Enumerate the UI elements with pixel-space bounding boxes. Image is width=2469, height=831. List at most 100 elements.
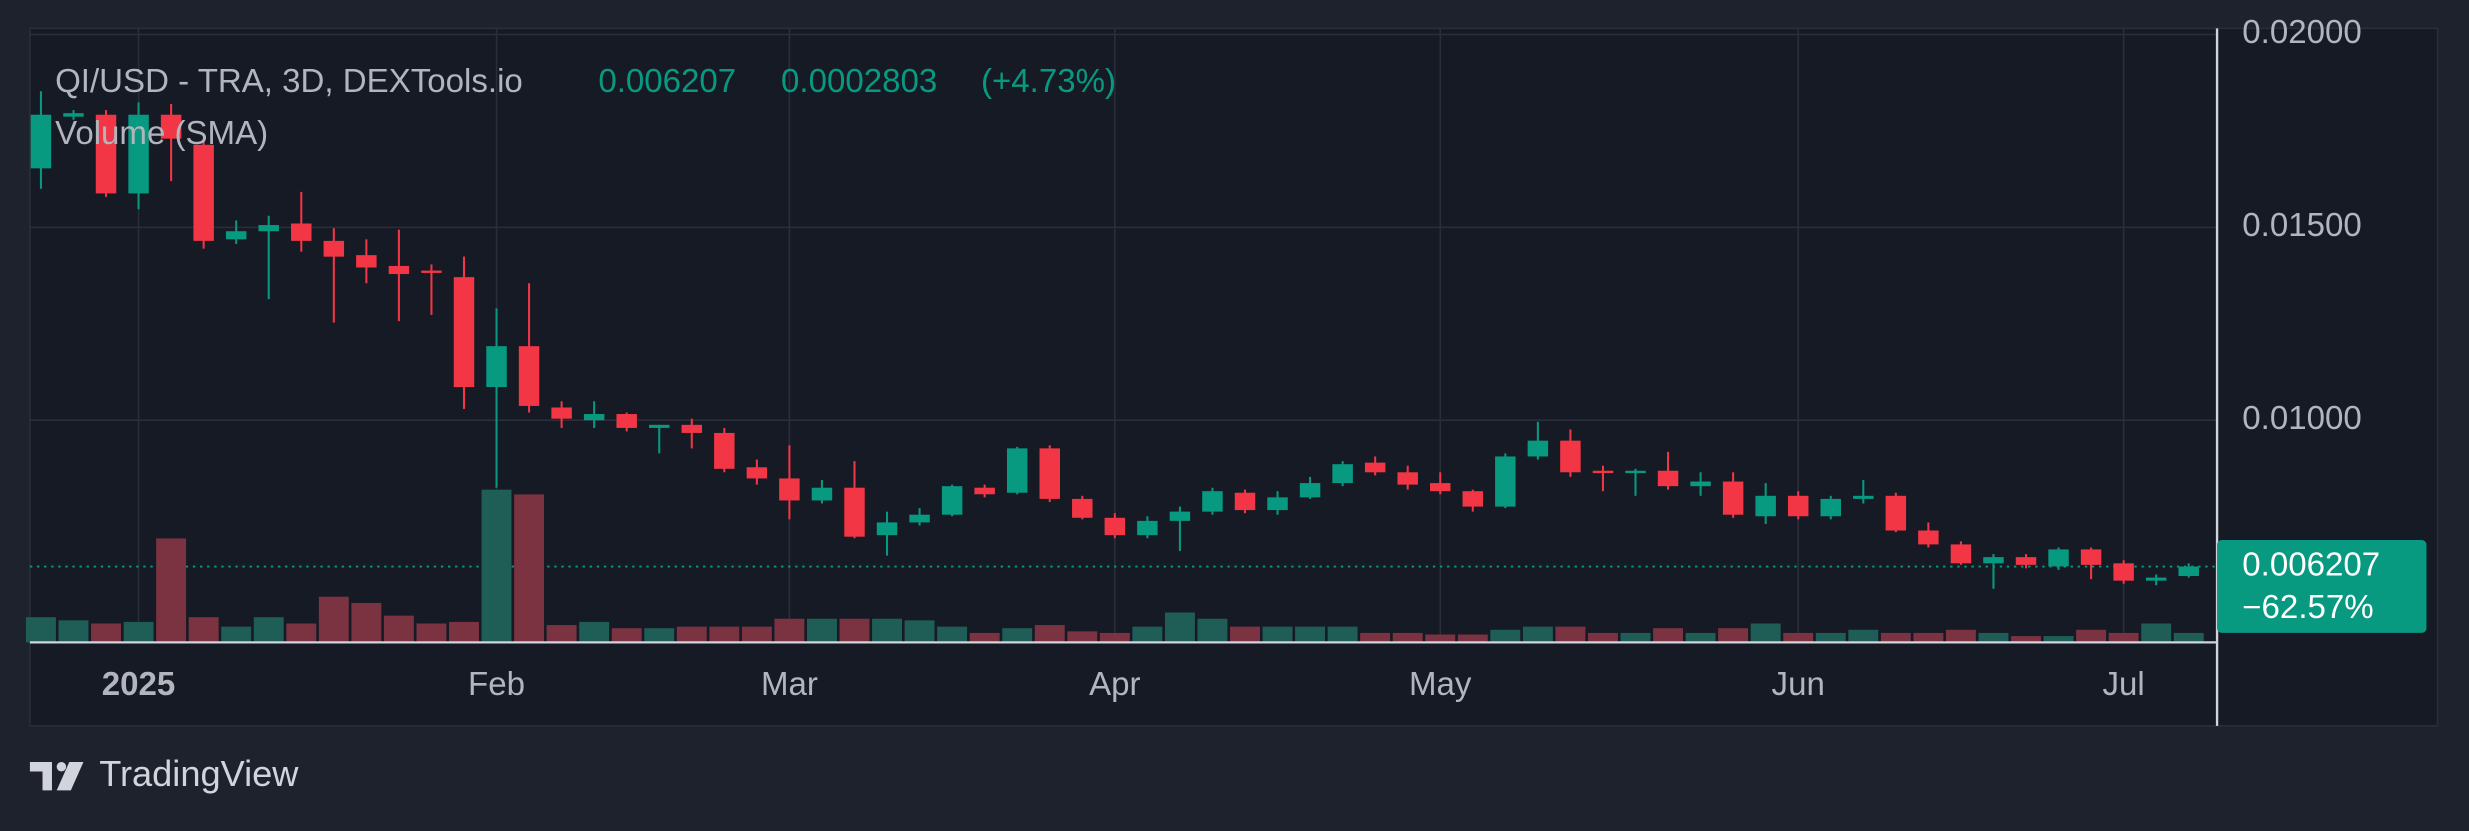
candle-body — [291, 223, 312, 241]
candle-body — [974, 487, 995, 495]
candle-body — [714, 432, 735, 469]
volume-bar — [416, 623, 447, 643]
volume-bar — [774, 618, 805, 643]
volume-bar — [872, 618, 902, 643]
candle-body — [323, 240, 345, 257]
volume-bar — [351, 603, 382, 643]
candle-body — [1495, 456, 1516, 507]
candle-body — [63, 113, 84, 117]
candle-body — [1202, 491, 1223, 512]
candle-body — [1983, 557, 2004, 564]
candle-body — [2048, 549, 2069, 567]
volume-bar — [1099, 632, 1130, 643]
volume-bar — [1002, 628, 1033, 643]
candle-body — [616, 414, 637, 428]
candle-body — [2015, 557, 2037, 565]
volume-bar — [969, 632, 1000, 643]
candle-body — [1137, 520, 1158, 536]
volume-bar — [904, 620, 935, 643]
volume-bar — [1327, 626, 1358, 643]
candle-body — [1657, 470, 1679, 487]
volume-layer — [25, 489, 2204, 643]
volume-bar — [2043, 636, 2074, 643]
volume-bar — [741, 626, 772, 643]
volume-bar — [1360, 632, 1391, 643]
candle-body — [95, 114, 117, 194]
volume-bar — [1718, 628, 1749, 643]
candle-body — [1039, 448, 1060, 499]
volume-bar — [123, 621, 154, 643]
change: 0.0002803 — [781, 63, 937, 100]
candle-body — [193, 144, 214, 241]
candle-body — [388, 265, 410, 275]
price-tag-box — [2217, 540, 2427, 633]
x-tick-label: Mar — [761, 666, 818, 703]
volume-bar — [1685, 632, 1716, 643]
volume-bar — [1750, 623, 1781, 643]
x-tick-label: Jul — [2103, 666, 2145, 703]
candle-body — [421, 270, 442, 273]
volume-bar — [514, 494, 545, 643]
candle-body — [1299, 483, 1321, 498]
volume-bar — [1230, 626, 1260, 643]
volume-bar — [1490, 629, 1521, 643]
volume-bar — [1620, 632, 1651, 643]
price-tag: 0.006207 −62.57% — [2217, 540, 2427, 633]
candle-body — [909, 514, 930, 523]
logo — [29, 762, 84, 791]
volume-bar — [2141, 623, 2172, 643]
candle-body — [844, 487, 865, 537]
y-tick-label: 0.02000 — [2242, 14, 2361, 51]
volume-bar — [1295, 626, 1326, 643]
candle-body — [876, 522, 898, 536]
candle-body — [583, 414, 605, 421]
volume-bar — [91, 623, 121, 643]
logo-dot — [56, 762, 67, 772]
volume-bar — [286, 623, 317, 643]
x-tick-label: 2025 — [102, 666, 176, 703]
candle-body — [2113, 563, 2134, 581]
candle-body — [1918, 530, 1939, 545]
candle-body — [1690, 481, 1711, 487]
volume-bar — [1913, 632, 1944, 643]
price-tag-percent: −62.57% — [2242, 589, 2373, 626]
volume-bar — [1555, 626, 1586, 643]
candle-body — [1006, 448, 1028, 493]
candle-body — [518, 346, 540, 406]
candle-body — [1625, 470, 1646, 474]
volume-bar — [383, 615, 414, 643]
candle-body — [1104, 517, 1126, 536]
volume-bar — [644, 628, 675, 643]
brand-name: TradingView — [99, 753, 299, 794]
volume-bar — [546, 625, 577, 643]
y-tick-label: 0.01500 — [2242, 207, 2361, 244]
candle-body — [1332, 464, 1353, 484]
candle-body — [1267, 497, 1288, 511]
candle-body — [1462, 491, 1484, 507]
logo-mark — [56, 762, 84, 791]
volume-bar — [188, 617, 219, 643]
volume-bar — [2011, 636, 2041, 643]
volume-bar — [1815, 632, 1846, 643]
candle-body — [811, 487, 833, 501]
volume-bar — [579, 621, 610, 643]
candle-body — [128, 114, 149, 194]
volume-bar — [481, 489, 512, 643]
volume-bar — [1783, 632, 1814, 643]
volume-bar — [1392, 632, 1423, 643]
y-tick-label: 0.01000 — [2242, 400, 2361, 437]
candle-body — [356, 255, 377, 268]
volume-bar — [318, 596, 349, 643]
volume-bar — [253, 617, 284, 643]
candle-body — [1527, 440, 1549, 457]
change-percent: (+4.73%) — [981, 63, 1116, 100]
volume-bar — [1653, 628, 1684, 643]
volume-bar — [1945, 629, 1976, 643]
volume-bar — [1132, 626, 1163, 643]
candle-body — [1853, 495, 1874, 499]
chart-title: QI/USD - TRA, 3D, DEXTools.io — [55, 63, 523, 100]
x-tick-label: Feb — [468, 666, 525, 703]
candle-body — [30, 114, 52, 169]
volume-label: Volume (SMA) — [55, 115, 268, 152]
